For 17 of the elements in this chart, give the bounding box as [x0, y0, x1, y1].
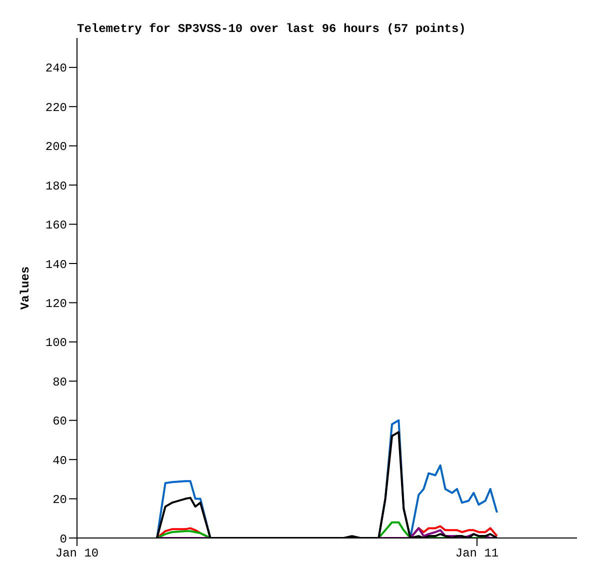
- y-axis-title: Values: [18, 266, 32, 310]
- chart-title: Telemetry for SP3VSS-10 over last 96 hours (57 points): [77, 22, 466, 36]
- y-tick-label: 20: [52, 493, 67, 508]
- y-tick-label: 100: [45, 336, 67, 350]
- y-tick-label: 180: [45, 179, 67, 194]
- y-tick-label: 120: [45, 296, 67, 311]
- y-tick-label: 220: [45, 100, 67, 115]
- y-tick-label: 40: [52, 454, 67, 468]
- y-tick-label: 160: [45, 218, 67, 233]
- x-tick-label: Jan 11: [455, 546, 499, 561]
- y-tick-label: 0: [60, 532, 67, 546]
- y-tick-label: 200: [45, 140, 67, 154]
- x-tick-label: Jan 10: [55, 546, 99, 561]
- y-tick-label: 60: [52, 414, 67, 429]
- y-tick-label: 80: [52, 375, 67, 390]
- y-tick-label: 240: [45, 62, 67, 76]
- y-tick-label: 140: [45, 258, 67, 272]
